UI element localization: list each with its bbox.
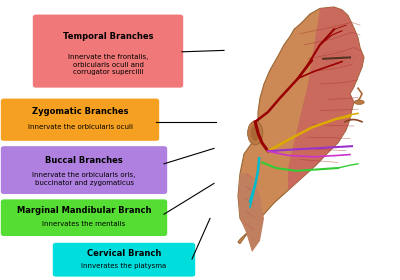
Ellipse shape [251, 125, 260, 141]
FancyBboxPatch shape [53, 243, 195, 277]
Text: Innervate the frontalis,
orbicularis oculi and
corrugator supercilli: Innervate the frontalis, orbicularis ocu… [68, 54, 148, 75]
FancyBboxPatch shape [33, 15, 183, 88]
Text: Marginal Mandibular Branch: Marginal Mandibular Branch [17, 206, 151, 215]
FancyBboxPatch shape [1, 146, 167, 194]
Text: Innervate the orbicularis oris,
buccinator and zygomaticus: Innervate the orbicularis oris, buccinat… [32, 172, 136, 186]
Text: Cervical Branch: Cervical Branch [87, 249, 161, 258]
Polygon shape [238, 174, 264, 252]
Text: Zygomatic Branches: Zygomatic Branches [32, 107, 128, 116]
Polygon shape [238, 7, 364, 244]
Ellipse shape [248, 121, 263, 145]
FancyBboxPatch shape [1, 199, 167, 236]
Text: Innverates the platysma: Innverates the platysma [81, 263, 167, 269]
Text: Buccal Branches: Buccal Branches [45, 156, 123, 165]
Ellipse shape [354, 100, 364, 104]
Text: Innervates the mentalis: Innervates the mentalis [42, 221, 126, 227]
Text: Innervate the orbicularis oculi: Innervate the orbicularis oculi [28, 124, 132, 130]
FancyBboxPatch shape [1, 99, 159, 141]
Polygon shape [288, 7, 364, 190]
Text: Temporal Branches: Temporal Branches [63, 32, 153, 41]
